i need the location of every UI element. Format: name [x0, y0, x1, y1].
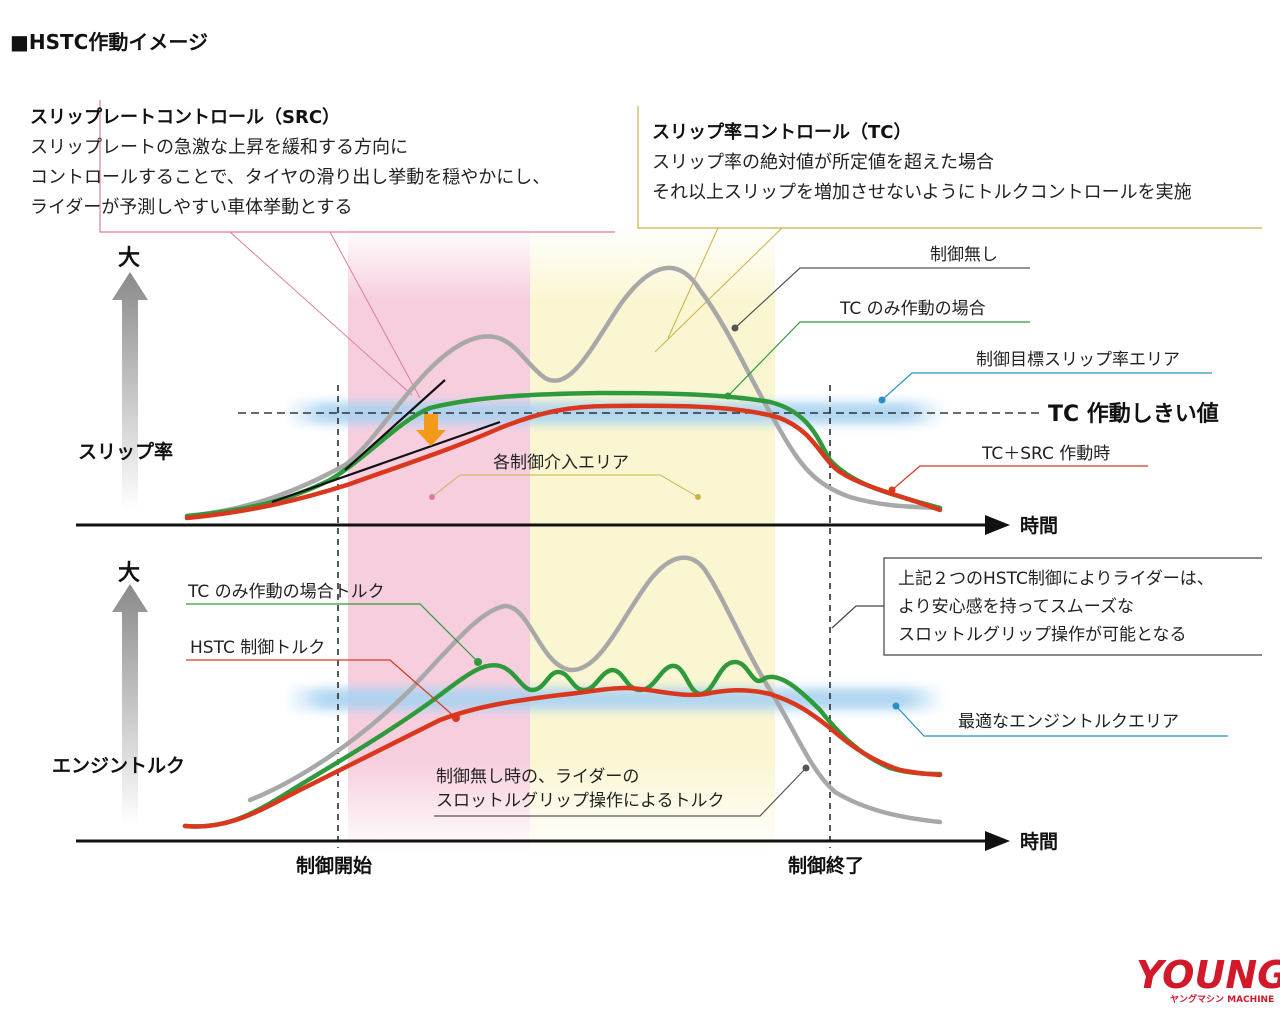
intervention-area-label: 各制御介入エリア: [493, 453, 629, 473]
leader-optimal-area: [892, 702, 1228, 737]
legend-optimal-area: 最適なエンジントルクエリア: [958, 712, 1179, 732]
control-end-label: 制御終了: [788, 854, 864, 877]
tc-line-1: スリップ率の絶対値が所定値を超えた場合: [652, 152, 994, 173]
hstc-line-3: スロットルグリップ操作が可能となる: [898, 625, 1187, 645]
legend-tc-only: TC のみ作動の場合: [839, 299, 986, 319]
hstc-summary-callout: 上記２つのHSTC制御によりライダーは、 より安心感を持ってスムーズな スロット…: [831, 557, 1262, 656]
top-tc-src-curve: [184, 403, 943, 521]
bottom-hstc-curve: [182, 685, 943, 829]
hstc-line-2: より安心感を持ってスムーズな: [898, 597, 1134, 617]
leader-tc-only-torque: [186, 603, 482, 666]
src-line-2: コントロールすることで、タイヤの滑り出し挙動を穏やかにし、: [30, 167, 550, 188]
logo-sub: ヤングマシン MACHINE: [1170, 993, 1274, 1005]
optimal-torque-band: [285, 688, 945, 710]
leader-no-control: [731, 267, 1030, 332]
leader-no-control-torque: [434, 764, 810, 817]
no-control-note-2: スロットルグリップ操作によるトルク: [436, 791, 725, 811]
leader-tc-only: [724, 321, 1030, 400]
bottom-tc-only-curve: [182, 659, 943, 829]
tc-heading: スリップ率コントロール（TC）: [652, 121, 912, 143]
control-start-label: 制御開始: [296, 854, 372, 877]
leader-tc-src: [888, 465, 1148, 494]
top-y-axis-arrow: [112, 272, 148, 510]
leader-hstc-torque: [186, 659, 460, 722]
src-heading: スリップレートコントロール（SRC）: [30, 106, 340, 128]
src-zone: [348, 225, 530, 855]
legend-target-area: 制御目標スリップ率エリア: [976, 350, 1180, 370]
src-down-arrow: [416, 414, 446, 446]
bottom-y-axis-arrow: [112, 584, 148, 825]
src-line-1: スリップレートの急激な上昇を緩和する方向に: [30, 137, 408, 158]
logo-main: YOUNG: [1136, 953, 1280, 997]
src-line-3: ライダーが予測しやすい車体挙動とする: [30, 197, 353, 218]
tc-line-2: それ以上スリップを増加させないようにトルクコントロールを実施: [652, 182, 1192, 203]
src-callout: スリップレートコントロール（SRC） スリップレートの急激な上昇を緩和する方向に…: [30, 100, 615, 399]
bottom-y-label: エンジントルク: [52, 755, 185, 777]
tc-threshold-label: TC 作動しきい値: [1048, 402, 1219, 427]
top-x-label: 時間: [1020, 515, 1058, 537]
bottom-no-control-curve: [247, 555, 943, 825]
legend-no-control: 制御無し: [930, 245, 998, 265]
top-x-axis: [76, 515, 1010, 535]
legend-hstc-torque: HSTC 制御トルク: [190, 638, 325, 658]
hstc-line-1: 上記２つのHSTC制御によりライダーは、: [898, 569, 1214, 589]
page-title: ■HSTC作動イメージ: [10, 30, 208, 54]
legend-tc-src: TC＋SRC 作動時: [981, 444, 1110, 464]
leader-target-area: [878, 372, 1212, 404]
src-tangent-gentle: [271, 420, 501, 504]
young-machine-logo: YOUNG ヤングマシン MACHINE: [1136, 953, 1280, 1005]
top-y-label: スリップ率: [78, 440, 173, 463]
no-control-note-1: 制御無し時の、ライダーの: [436, 767, 639, 787]
legend-tc-only-torque: TC のみ作動の場合トルク: [187, 582, 385, 602]
leader-intervention: [429, 474, 701, 500]
bottom-x-label: 時間: [1020, 831, 1058, 853]
src-tangent-steep: [344, 379, 446, 471]
bottom-y-big: 大: [118, 561, 140, 586]
top-y-big: 大: [118, 246, 140, 271]
tc-zone: [530, 225, 775, 855]
tc-callout: スリップ率コントロール（TC） スリップ率の絶対値が所定値を超えた場合 それ以上…: [637, 106, 1262, 353]
bottom-x-axis: [76, 831, 1010, 851]
top-no-control-curve: [184, 265, 943, 519]
